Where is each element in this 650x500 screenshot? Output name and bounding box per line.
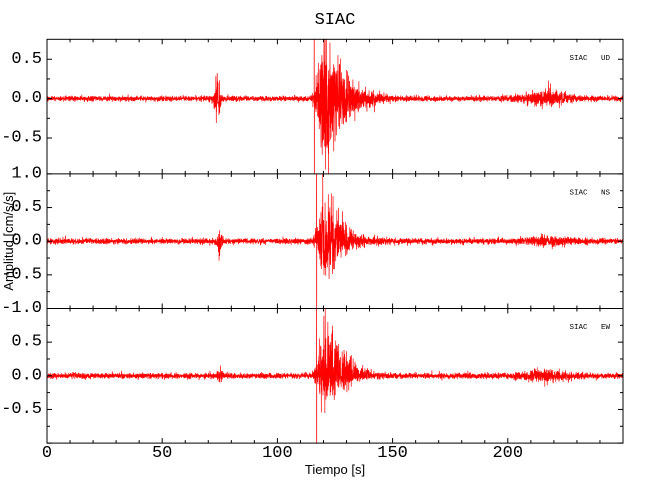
svg-text:150: 150 [377,444,408,463]
svg-text:50: 50 [152,444,172,463]
svg-text:0.0: 0.0 [11,89,42,108]
svg-text:SIAC NS: SIAC NS [569,190,610,198]
svg-text:0.5: 0.5 [11,333,42,352]
svg-text:SIAC UD: SIAC UD [569,55,610,63]
svg-text:0.0: 0.0 [11,366,42,385]
svg-text:Amplitud [cm/s/s]: Amplitud [cm/s/s] [1,192,16,291]
svg-text:-0.5: -0.5 [1,129,42,148]
svg-text:100: 100 [262,444,293,463]
svg-text:SIAC: SIAC [315,11,356,30]
svg-text:-0.5: -0.5 [1,400,42,419]
svg-text:Tiempo [s]: Tiempo [s] [305,462,365,477]
svg-text:1.0: 1.0 [11,164,42,183]
svg-text:200: 200 [492,444,523,463]
svg-text:0.5: 0.5 [11,50,42,69]
svg-text:SIAC EW: SIAC EW [569,324,610,332]
svg-text:0: 0 [42,444,52,463]
svg-text:-1.0: -1.0 [1,299,42,318]
